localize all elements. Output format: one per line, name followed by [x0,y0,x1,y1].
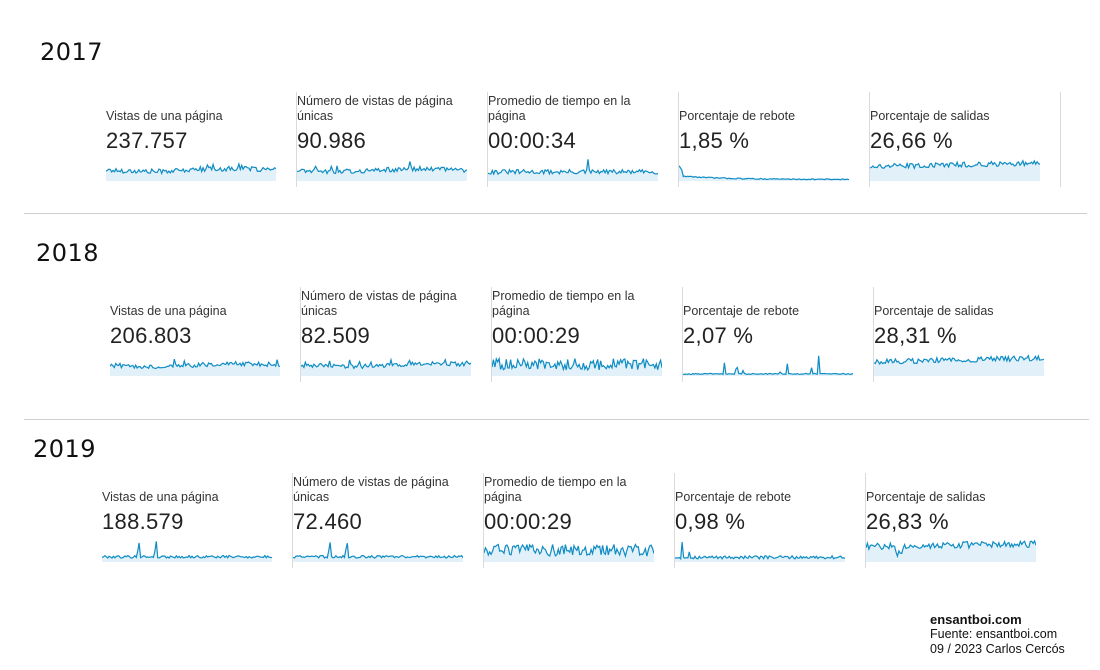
metric-value: 82.509 [301,323,371,348]
metric-card[interactable]: Número de vistas de página únicas 90.986 [297,92,488,187]
sparkline-chart [297,155,469,181]
metric-card[interactable]: Número de vistas de página únicas 72.460 [293,473,484,568]
metric-label: Vistas de una página [110,304,227,318]
metric-value: 26,66 % [870,128,953,153]
sparkline-chart [874,350,1046,376]
metric-value: 2,07 % [683,323,754,348]
year-title: 2018 [36,239,100,267]
metric-value: 90.986 [297,128,367,153]
metric-value: 26,83 % [866,509,949,534]
metric-label: Porcentaje de salidas [874,304,994,318]
metric-value: 206.803 [110,323,192,348]
metric-label: Promedio de tiempo en la página [492,289,635,318]
year-section-2019: 2019 Vistas de una página 188.579 Número de… [0,400,1100,600]
year-title: 2017 [40,38,104,66]
year-section-2017: 2017 Vistas de una página 237.757 Número de… [0,0,1100,200]
sparkline-chart [102,536,274,562]
year-section-2018: 2018 Vistas de una página 206.803 Número de… [0,200,1100,400]
metric-card[interactable]: Número de vistas de página únicas 82.509 [301,287,492,382]
metric-label: Porcentaje de rebote [679,109,796,123]
section-divider [24,419,1089,420]
metric-label: Vistas de una página [106,109,223,123]
metric-label: Porcentaje de salidas [866,490,986,504]
metric-card[interactable]: Porcentaje de rebote 0,98 % [675,473,866,568]
metric-label: Número de vistas de página únicas [297,94,453,123]
metric-card[interactable]: Porcentaje de salidas 28,31 % [874,287,1064,382]
sparkline-chart [675,536,847,562]
metric-label: Promedio de tiempo en la página [488,94,631,123]
metric-label: Número de vistas de página únicas [293,475,449,504]
metric-card[interactable]: Vistas de una página 188.579 [102,473,293,568]
sparkline-chart [301,350,473,376]
metric-value: 188.579 [102,509,184,534]
metric-label: Porcentaje de rebote [675,490,792,504]
metric-label: Porcentaje de salidas [870,109,990,123]
metric-value: 72.460 [293,509,363,534]
metric-label: Vistas de una página [102,490,219,504]
section-divider [24,213,1087,214]
sparkline-chart [488,155,660,181]
metric-card[interactable]: Porcentaje de salidas 26,66 % [870,92,1061,187]
metric-value: 28,31 % [874,323,957,348]
metric-label: Promedio de tiempo en la página [484,475,627,504]
metric-card[interactable]: Promedio de tiempo en la página 00:00:34 [488,92,679,187]
footer-source: Fuente: ensantboi.com [930,627,1058,641]
metric-label: Porcentaje de rebote [683,304,800,318]
metric-value: 00:00:29 [492,323,581,348]
metric-value: 0,98 % [675,509,746,534]
footer-credit: 09 / 2023 Carlos Cercós [930,642,1065,656]
metric-value: 00:00:29 [484,509,573,534]
metric-value: 00:00:34 [488,128,577,153]
sparkline-chart [110,350,282,376]
year-title: 2019 [33,435,97,463]
metric-card[interactable]: Porcentaje de salidas 26,83 % [866,473,1056,568]
footer-site: ensantboi.com [930,612,1022,627]
sparkline-chart [293,536,465,562]
metric-value: 1,85 % [679,128,750,153]
footer-credits: ensantboi.com Fuente: ensantboi.com 09 /… [930,612,1065,657]
metric-value: 237.757 [106,128,188,153]
sparkline-chart [492,350,664,376]
metric-card[interactable]: Promedio de tiempo en la página 00:00:29 [484,473,675,568]
sparkline-chart [866,536,1038,562]
sparkline-chart [679,155,851,181]
metric-card[interactable]: Promedio de tiempo en la página 00:00:29 [492,287,683,382]
metric-card[interactable]: Porcentaje de rebote 2,07 % [683,287,874,382]
metric-card[interactable]: Porcentaje de rebote 1,85 % [679,92,870,187]
sparkline-chart [106,155,278,181]
metric-label: Número de vistas de página únicas [301,289,457,318]
metric-card[interactable]: Vistas de una página 237.757 [106,92,297,187]
sparkline-chart [870,155,1042,181]
sparkline-chart [484,536,656,562]
sparkline-chart [683,350,855,376]
metric-card[interactable]: Vistas de una página 206.803 [110,287,301,382]
